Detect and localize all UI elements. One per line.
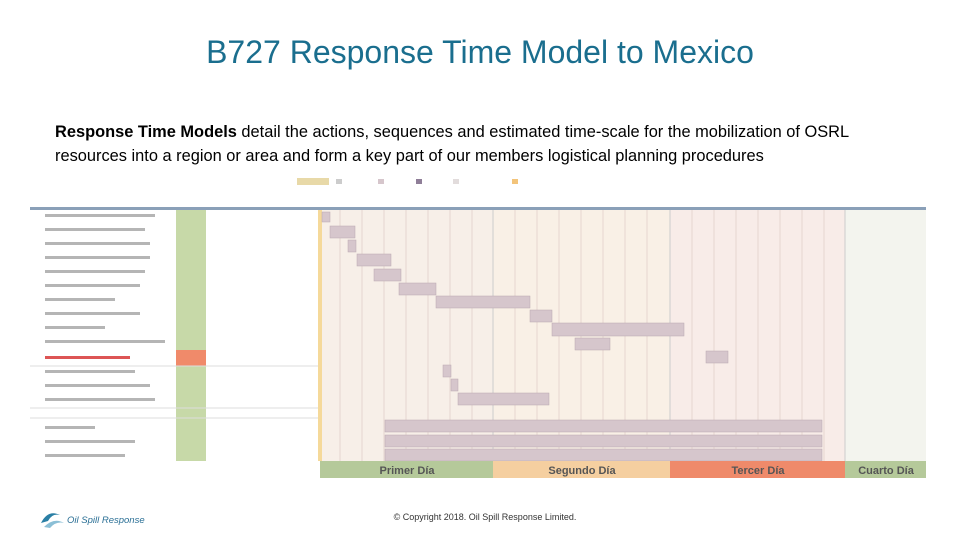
legend-swatch xyxy=(453,179,459,184)
gantt-bars xyxy=(321,211,823,462)
day-label-band xyxy=(670,461,845,478)
slide-title: B727 Response Time Model to Mexico xyxy=(206,34,754,70)
legend-swatch xyxy=(336,179,342,184)
header-rule xyxy=(30,207,926,210)
day-label: Primer Día xyxy=(379,465,435,477)
day-label: Tercer Día xyxy=(732,465,786,477)
copyright: © Copyright 2018. Oil Spill Response Lim… xyxy=(393,512,577,522)
logo-text: Oil Spill Response xyxy=(67,515,145,526)
day-band xyxy=(845,210,926,461)
intro-text: Response Time Models detail the actions,… xyxy=(55,120,905,168)
hour-cell-highlight xyxy=(176,350,206,366)
legend-swatch xyxy=(416,179,422,184)
hour-column xyxy=(176,210,206,461)
day-label-band xyxy=(845,461,926,478)
table-rows xyxy=(45,214,165,457)
intro-body: detail the actions, sequences and estima… xyxy=(55,123,849,165)
day-label-band xyxy=(320,461,493,478)
day-label: Segundo Día xyxy=(548,465,616,477)
intro-bold: Response Time Models xyxy=(55,123,237,141)
day-label: Cuarto Día xyxy=(858,465,915,477)
legend-swatch xyxy=(512,179,518,184)
day-label-band xyxy=(493,461,670,478)
logo: Oil Spill Response xyxy=(41,513,145,528)
row-lines xyxy=(30,365,318,419)
logo-icon xyxy=(41,513,60,523)
legend-swatch xyxy=(378,179,384,184)
start-column xyxy=(318,210,322,461)
legend-swatch xyxy=(297,178,329,185)
logo-icon xyxy=(44,520,64,528)
legend xyxy=(297,178,518,185)
